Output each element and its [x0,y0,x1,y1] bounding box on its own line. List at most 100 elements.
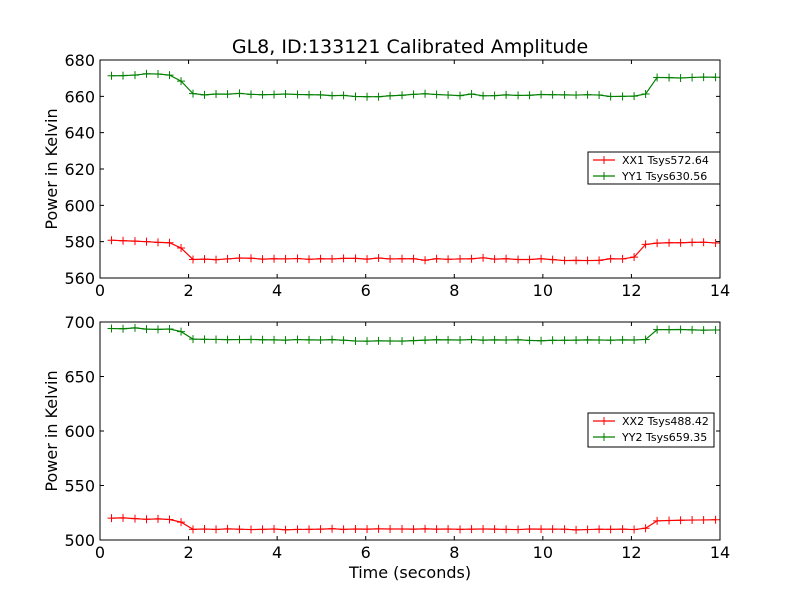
data-point [293,525,302,534]
data-point [374,524,383,533]
data-point [444,335,453,344]
data-point [119,513,128,522]
data-point [293,254,302,263]
data-point [316,335,325,344]
data-point [421,256,430,265]
data-point [688,238,697,247]
data-point [247,525,256,534]
data-point [490,335,499,344]
data-point [641,524,650,533]
data-point [281,89,290,98]
data-point [432,254,441,263]
data-point [107,236,116,245]
data-point [281,336,290,345]
data-point [595,91,604,100]
data-point [514,91,523,100]
data-point [432,335,441,344]
data-point [653,516,662,525]
data-point [699,238,708,247]
data-point [618,254,627,263]
data-point [142,325,151,334]
data-point [444,91,453,100]
data-point [699,515,708,524]
data-point [235,525,244,534]
data-point [305,525,314,534]
legend-label: XX1 Tsys572.64 [622,154,709,167]
data-point [270,524,279,533]
data-point [618,335,627,344]
data-point [351,524,360,533]
data-point [200,255,209,264]
data-point [189,335,197,344]
y-axis-label: Power in Kelvin [42,108,61,229]
data-point [328,524,337,533]
data-point [189,525,197,534]
data-point [560,90,569,99]
data-point [421,336,430,345]
y-tick-label: 650 [64,368,95,387]
data-point [444,255,453,264]
data-point [548,336,557,345]
x-tick-label: 14 [710,543,730,562]
data-point [223,254,232,263]
legend-marker [600,156,608,164]
data-point [409,254,418,263]
data-point [688,73,697,82]
data-point [665,73,674,82]
data-point [630,92,639,101]
data-point [189,255,197,264]
y-tick-label: 500 [64,531,95,550]
data-point [618,92,627,101]
data-point [351,254,360,263]
data-point [641,240,650,249]
data-point [339,336,348,345]
data-point [572,525,581,534]
x-tick-label: 6 [361,281,371,300]
y-tick-label: 640 [64,124,95,143]
data-point [200,524,209,533]
data-point [514,255,523,264]
x-tick-label: 0 [95,543,105,562]
data-point [154,69,163,78]
legend-label: XX2 Tsys488.42 [622,415,709,428]
data-point [258,90,267,99]
data-point [107,514,116,523]
x-tick-label: 12 [621,281,641,300]
data-point [467,254,476,263]
data-point [223,335,232,344]
legend-marker [600,172,608,180]
data-point [560,525,569,534]
data-point [270,335,279,344]
data-point [165,238,174,247]
data-point [107,71,116,80]
data-point [386,336,395,345]
data-point [502,90,511,99]
data-point [200,90,209,99]
data-point [386,91,395,100]
subplot-top: 0 2 4 6 8 10 12 14 560 580 600 620 640 660 680 Power in… [42,51,730,300]
data-point [386,254,395,263]
y-tick-label: 600 [64,196,95,215]
legend-marker [600,433,608,441]
data-point [328,335,337,344]
data-point [270,90,279,99]
data-point [479,91,488,100]
x-tick-label: 2 [183,281,193,300]
data-point [676,73,685,82]
data-point [630,253,639,262]
data-point [235,254,244,263]
data-point [165,71,174,80]
data-point [154,514,163,523]
y-tick-label: 560 [64,269,95,288]
data-point [490,91,499,100]
data-point [653,325,662,334]
data-point [398,337,407,346]
data-point [293,90,302,99]
data-point [537,336,546,345]
data-point [398,524,407,533]
data-point [247,90,256,99]
x-tick-label: 0 [95,281,105,300]
data-point [305,335,314,344]
y-tick-label: 550 [64,477,95,496]
data-point [711,325,720,334]
